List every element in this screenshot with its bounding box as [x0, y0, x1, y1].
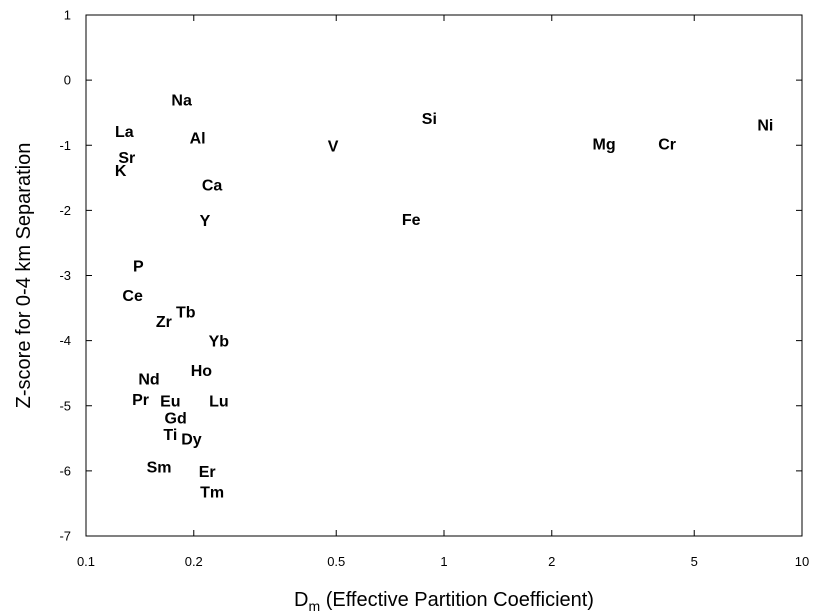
x-axis-ticks: 0.1 0.2 0.5 1 2 5 10: [77, 15, 809, 569]
data-point-na: Na: [171, 93, 192, 110]
y-axis-ticks: 1 0 -1 -2 -3 -4 -5 -6 -7: [59, 8, 802, 544]
data-point-k: K: [115, 163, 127, 180]
y-tick-label: -3: [59, 268, 71, 283]
y-tick-label: -1: [59, 138, 71, 153]
data-point-al: Al: [190, 130, 206, 147]
data-point-zr: Zr: [156, 314, 172, 331]
x-tick-label: 2: [548, 554, 555, 569]
x-axis-title: Dm (Effective Partition Coefficient): [294, 589, 594, 612]
y-tick-label: -7: [59, 529, 71, 544]
data-point-ca: Ca: [202, 177, 223, 194]
data-point-fe: Fe: [402, 212, 421, 229]
data-point-eu: Eu: [160, 394, 180, 411]
x-axis-title-rest: (Effective Partition Coefficient): [320, 589, 594, 611]
data-point-sm: Sm: [147, 459, 172, 476]
y-axis-title: Z-score for 0-4 km Separation: [13, 143, 35, 409]
data-point-nd: Nd: [138, 371, 159, 388]
x-axis-title-main: D: [294, 589, 308, 611]
data-point-pr: Pr: [132, 392, 149, 409]
data-point-er: Er: [199, 464, 216, 481]
data-point-lu: Lu: [209, 394, 229, 411]
x-axis-title-subscript: m: [308, 598, 320, 612]
plot-frame: [85, 14, 803, 537]
data-point-gd: Gd: [165, 410, 187, 427]
data-point-y: Y: [200, 213, 211, 230]
x-tick-label: 0.2: [185, 554, 203, 569]
x-tick-label: 1: [440, 554, 447, 569]
data-point-cr: Cr: [658, 136, 676, 153]
y-tick-label: 1: [64, 8, 71, 23]
y-tick-label: -4: [59, 333, 71, 348]
x-tick-label: 0.5: [327, 554, 345, 569]
y-tick-label: -6: [59, 463, 71, 478]
y-tick-label: 0: [64, 73, 71, 88]
x-tick-label: 10: [795, 554, 809, 569]
data-point-tm: Tm: [200, 485, 224, 502]
data-point-sr: Sr: [118, 150, 135, 167]
y-tick-label: -5: [59, 398, 71, 413]
x-tick-label: 0.1: [77, 554, 95, 569]
data-point-tb: Tb: [176, 304, 196, 321]
data-point-ni: Ni: [757, 117, 773, 134]
data-point-p: P: [133, 259, 144, 276]
y-tick-label: -2: [59, 203, 71, 218]
data-point-la: La: [115, 124, 134, 141]
data-point-v: V: [328, 138, 339, 155]
data-point-yb: Yb: [209, 334, 230, 351]
data-point-dy: Dy: [181, 431, 202, 448]
data-point-ti: Ti: [163, 427, 177, 444]
data-point-ho: Ho: [191, 363, 213, 380]
data-point-ce: Ce: [122, 288, 143, 305]
data-point-mg: Mg: [593, 136, 616, 153]
x-tick-label: 5: [691, 554, 698, 569]
data-point-si: Si: [422, 111, 437, 128]
